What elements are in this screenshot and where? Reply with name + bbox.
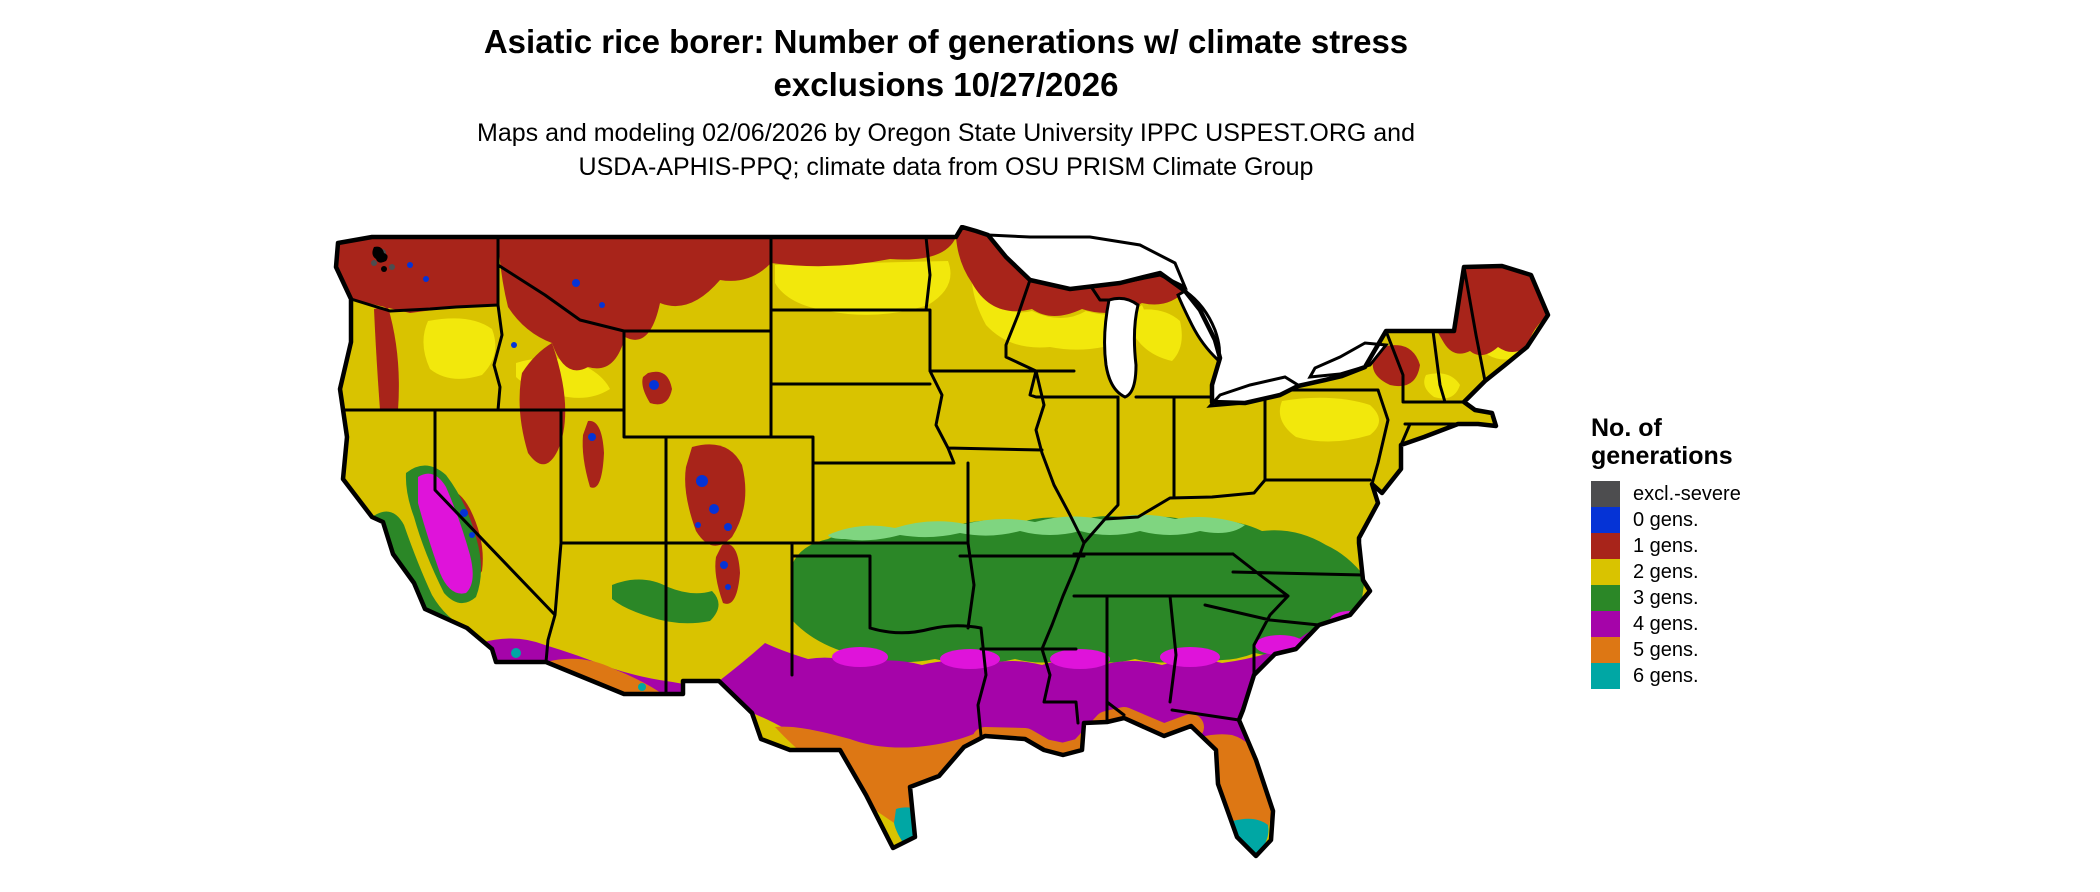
map-title: Asiatic rice borer: Number of generation…	[0, 20, 1892, 106]
state-borders	[341, 235, 1487, 738]
raster-layers	[336, 227, 1548, 856]
legend-swatch	[1591, 585, 1620, 611]
legend-item: 0 gens.	[1591, 507, 1741, 533]
legend-swatch	[1591, 533, 1620, 559]
legend-item: 5 gens.	[1591, 637, 1741, 663]
legend-item: 6 gens.	[1591, 663, 1741, 689]
region-3gens-light	[828, 514, 1245, 541]
legend-swatch	[1591, 637, 1620, 663]
legend-item-label: 2 gens.	[1633, 560, 1699, 583]
legend-item-label: 1 gens.	[1633, 534, 1699, 557]
region-1gens	[336, 227, 1548, 604]
lake-michigan	[1103, 296, 1140, 399]
legend-item: 4 gens.	[1591, 611, 1741, 637]
puget-sound	[372, 246, 388, 272]
map-subtitle-line1: Maps and modeling 02/06/2026 by Oregon S…	[477, 119, 1415, 147]
us-generations-map	[330, 225, 1560, 880]
map-title-line1: Asiatic rice borer: Number of generation…	[483, 23, 1409, 60]
map-subtitle-line2: USDA-APHIS-PPQ; climate data from OSU PR…	[578, 153, 1314, 181]
legend-item: 1 gens.	[1591, 533, 1741, 559]
legend-item-label: 6 gens.	[1633, 664, 1699, 687]
legend-items: excl.-severe 0 gens. 1 gens. 2 gens. 3 gens.…	[1591, 481, 1741, 689]
legend-swatch	[1591, 611, 1620, 637]
legend-swatch	[1591, 663, 1620, 689]
map-subtitle: Maps and modeling 02/06/2026 by Oregon S…	[0, 116, 1892, 184]
legend-item: 2 gens.	[1591, 559, 1741, 585]
legend-swatch	[1591, 481, 1620, 507]
legend-item-label: 5 gens.	[1633, 638, 1699, 661]
legend-title: No. of generations	[1591, 414, 1741, 470]
legend-item-label: excl.-severe	[1633, 482, 1741, 505]
legend-item-label: 4 gens.	[1633, 612, 1699, 635]
legend-item: excl.-severe	[1591, 481, 1741, 507]
legend-title-line1: No. of	[1591, 414, 1662, 442]
great-lakes	[984, 233, 1389, 408]
legend: No. of generations excl.-severe 0 gens. 1 …	[1591, 414, 1741, 689]
legend-swatch	[1591, 507, 1620, 533]
legend-title-line2: generations	[1591, 442, 1733, 470]
legend-item-label: 3 gens.	[1633, 586, 1699, 609]
region-0gens	[407, 262, 732, 590]
us-map-svg	[330, 225, 1560, 880]
legend-swatch	[1591, 559, 1620, 585]
legend-item: 3 gens.	[1591, 585, 1741, 611]
legend-item-label: 0 gens.	[1633, 508, 1699, 531]
map-title-line2: exclusions 10/27/2026	[773, 66, 1119, 103]
